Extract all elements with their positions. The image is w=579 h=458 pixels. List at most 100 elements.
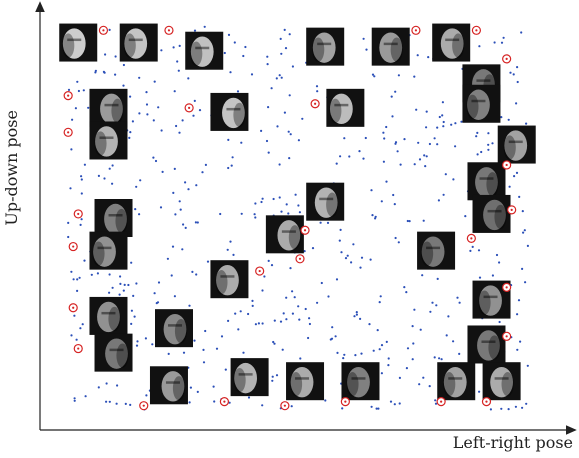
scatter-point [429,310,432,313]
scatter-point [340,251,343,254]
scatter-point [76,80,79,83]
red-circle-markers [63,25,517,411]
scatter-point [108,167,111,170]
scatter-point [130,309,133,312]
scatter-point [276,125,279,128]
sample-marker [98,25,109,35]
scatter-point [416,54,419,57]
scatter-point [454,145,457,148]
scatter-point [178,131,181,134]
scatter-point [441,114,444,117]
scatter-point [233,41,236,44]
sample-marker [502,282,512,292]
scatter-point [307,336,310,340]
scatter-point [431,301,434,304]
scatter-point [522,231,525,234]
scatter-point [130,261,133,264]
scatter-point [184,181,187,184]
scatter-point [487,148,490,151]
scatter-point [251,304,254,307]
scatter-point [352,243,355,246]
sample-marker [280,401,290,411]
scatter-point [83,259,86,262]
scatter-point [108,273,111,276]
scatter-point [370,189,373,192]
scatter-point [70,270,73,273]
scatter-point [283,111,286,114]
scatter-point [442,193,445,196]
scatter-point [260,129,263,132]
scatter-point [79,223,82,226]
face-thumbnail [89,231,128,270]
scatter-point [131,120,134,123]
scatter-point [104,53,107,56]
scatter-point [187,188,190,191]
scatter-point [413,163,416,166]
scatter-point [371,214,374,217]
scatter-point [487,132,490,135]
scatter-point [78,276,81,279]
scatter-point [193,29,197,32]
scatter-point [526,364,529,367]
scatter-point [450,123,453,126]
sample-marker [502,331,512,341]
scatter-point [151,343,154,346]
scatter-point [343,353,346,356]
face-thumbnail [341,362,380,401]
scatter-point [434,399,437,402]
scatter-point [319,221,322,224]
scatter-point [270,264,274,267]
scatter-point [250,73,254,76]
scatter-point [191,270,194,273]
scatter-point [421,274,424,277]
scatter-point [130,322,133,325]
scatter-point [135,282,138,285]
scatter-point [223,51,226,55]
scatter-point [285,203,288,206]
scatter-point [145,103,149,106]
scatter-point [452,178,455,181]
scatter-point [405,291,408,294]
scatter-point [498,320,501,324]
scatter-point [406,219,409,223]
scatter-point [427,56,430,59]
scatter-point [227,33,231,37]
scatter-point [398,402,401,405]
scatter-point [73,399,76,402]
scatter-point [203,25,206,28]
scatter-point [397,241,400,244]
scatter-point [438,357,441,360]
scatter-point [278,196,281,199]
sample-marker [139,401,149,411]
scatter-point [405,367,408,370]
scatter-point [411,325,414,328]
scatter-point [507,408,510,411]
scatter-point [133,315,136,318]
scatter-point [75,338,78,341]
scatter-point [226,248,229,251]
scatter-point [435,304,438,307]
scatter-point [412,342,415,345]
scatter-point [515,102,518,105]
scatter-point [525,402,528,405]
scatter-point [108,291,111,294]
scatter-point [267,106,270,109]
scatter-point [373,75,376,78]
sample-marker [502,160,512,170]
scatter-point [380,372,383,375]
face-thumbnail [306,27,345,66]
face-thumbnail [89,296,128,335]
face-thumbnail [155,309,193,348]
scatter-point [393,403,396,406]
scatter-point [303,250,306,253]
scatter-point [229,240,232,243]
scatter-point [293,296,296,299]
scatter-point [146,113,149,116]
scatter-point [251,299,254,302]
scatter-point [447,315,450,318]
scatter-point [122,63,125,67]
scatter-point [299,357,302,360]
scatter-point [425,110,428,113]
scatter-point [438,115,441,119]
scatter-point [182,223,185,226]
